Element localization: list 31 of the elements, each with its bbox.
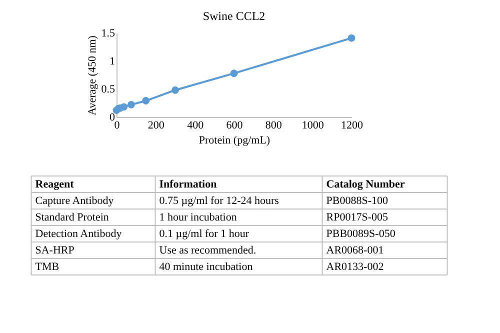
y-tick-label: 1.5	[101, 28, 116, 40]
y-axis-title: Average (450 nm)	[86, 35, 98, 116]
text: RP0017S-005	[326, 211, 388, 224]
x-tick-label: 200	[148, 120, 165, 132]
text: Information	[159, 178, 217, 190]
x-tick-label: 600	[226, 120, 244, 132]
text: 40 minute incubation	[159, 260, 254, 273]
text: 0.75 µg/ml for 12-24 hours	[159, 194, 279, 207]
text: PBB0089S-050	[326, 228, 396, 240]
text: AR0133-002	[326, 260, 384, 273]
text: Detection Antibody	[35, 228, 122, 240]
text: AR0068-001	[326, 244, 384, 256]
text: Use as recommended.	[159, 244, 256, 256]
y-tick-label: 1	[110, 56, 115, 68]
text: Catalog Number	[326, 178, 405, 190]
x-tick-label: 400	[187, 120, 204, 132]
chart-title: Swine CCL2	[202, 9, 266, 23]
text: 1 hour incubation	[159, 211, 238, 224]
text: PB0088S-100	[326, 194, 388, 207]
x-tick-label: 1000	[302, 120, 324, 132]
text: Reagent	[35, 178, 74, 190]
text: TMB	[35, 260, 60, 273]
x-axis-title: Protein (pg/mL)	[198, 134, 270, 146]
x-tick-label: 800	[265, 120, 282, 132]
y-tick-label: 0	[110, 112, 116, 124]
text: SA-HRP	[35, 244, 74, 256]
text: 0.1 µg/ml for 1 hour	[159, 228, 250, 240]
y-tick-label: 0.5	[101, 84, 116, 96]
text: Capture Antibody	[35, 194, 114, 207]
text: Standard Protein	[35, 211, 110, 224]
x-tick-label: 1200	[341, 120, 364, 132]
